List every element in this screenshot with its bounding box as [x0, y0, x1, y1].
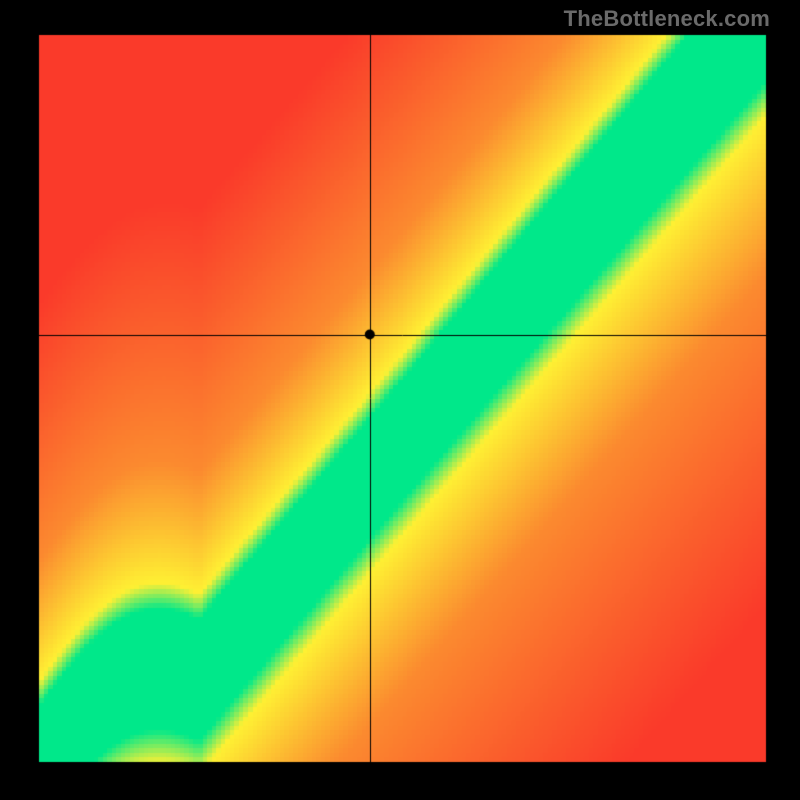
chart-container: TheBottleneck.com: [0, 0, 800, 800]
watermark-text: TheBottleneck.com: [564, 6, 770, 32]
bottleneck-heatmap: [0, 0, 800, 800]
